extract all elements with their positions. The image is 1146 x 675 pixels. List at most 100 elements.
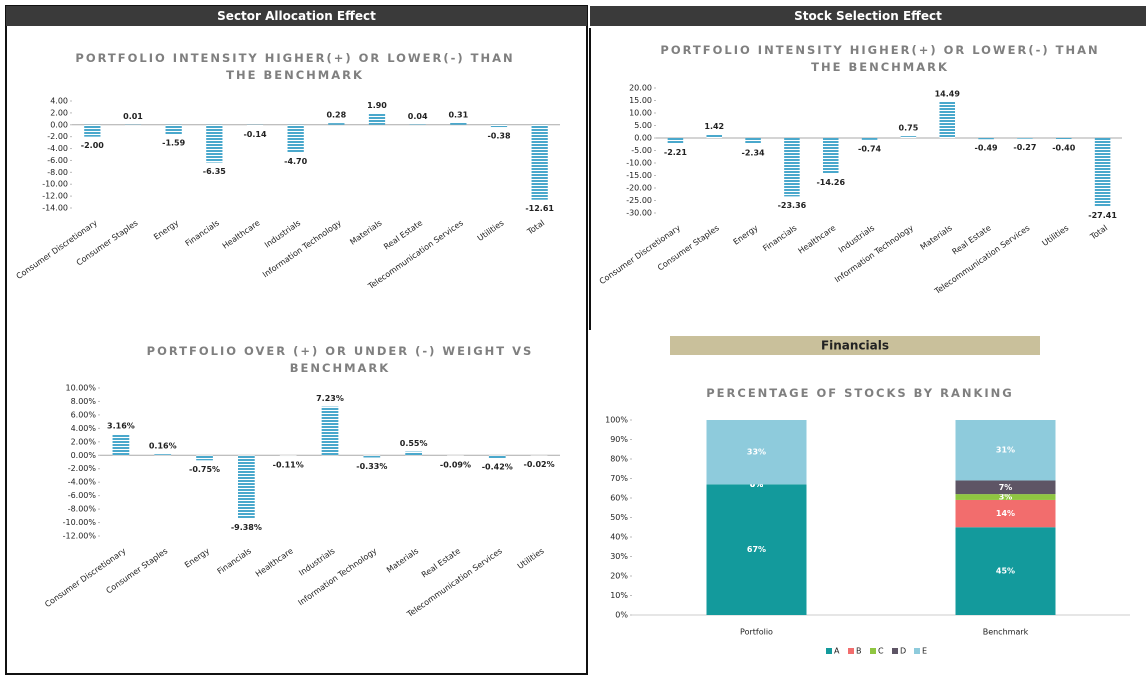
legend-swatch — [870, 648, 876, 654]
data-label: 1.42 — [704, 122, 724, 131]
data-label: -0.33% — [356, 462, 387, 471]
y-tick-label: 60% — [610, 494, 628, 503]
y-tick-label: 70% — [610, 474, 628, 483]
section-title: Financials — [821, 339, 889, 353]
bar-segment — [706, 484, 807, 615]
bar-segment — [955, 480, 1056, 495]
x-tick-label: Utilities — [476, 218, 506, 243]
data-label: 7.23% — [316, 394, 344, 403]
data-label: 0.31 — [448, 110, 468, 119]
bar — [939, 101, 956, 138]
bar — [1094, 138, 1111, 207]
y-tick-label: -12.00 — [42, 192, 68, 201]
data-label: -4.70 — [284, 157, 307, 166]
bar — [745, 138, 761, 144]
x-tick-label: Healthcare — [221, 218, 262, 250]
x-tick-label: Utilities — [516, 546, 546, 571]
legend-swatch — [914, 648, 920, 654]
x-tick-label: Energy — [183, 546, 211, 570]
legend-swatch — [892, 648, 898, 654]
y-tick-label: 10.00 — [629, 109, 652, 118]
y-tick-label: -15.00 — [626, 171, 652, 180]
bar — [363, 455, 381, 458]
bar — [667, 138, 684, 144]
y-tick-label: -12.00% — [63, 532, 97, 541]
right-header: Stock Selection Effect — [590, 6, 1146, 26]
y-tick-label: 8.00% — [71, 397, 97, 406]
bar-segment — [706, 420, 807, 485]
chart-title: PORTFOLIO INTENSITY HIGHER(+) OR LOWER(-… — [660, 43, 1100, 74]
data-label: -27.41 — [1088, 211, 1117, 220]
y-tick-label: 0.00 — [634, 134, 652, 143]
y-tick-label: -10.00% — [63, 518, 97, 527]
x-tick-label: Industrials — [263, 218, 302, 249]
bar — [706, 134, 723, 138]
legend-swatch — [826, 648, 832, 654]
bar-segment — [955, 494, 1056, 500]
x-tick-label: Healthcare — [796, 223, 837, 255]
y-tick-label: -6.00 — [47, 156, 68, 165]
data-label: 45% — [996, 567, 1015, 576]
bar — [488, 455, 506, 459]
y-tick-label: 4.00 — [50, 97, 68, 106]
bar — [165, 124, 182, 135]
bar — [246, 124, 264, 126]
x-tick-label: Energy — [732, 223, 760, 247]
bar — [368, 113, 386, 125]
bar — [238, 455, 255, 519]
x-tick-label: Total — [1088, 223, 1109, 242]
bar-segment — [955, 420, 1056, 481]
data-label: -0.11% — [273, 461, 304, 470]
bar — [530, 455, 548, 456]
bar — [206, 124, 223, 163]
x-tick-label: Total — [525, 218, 546, 237]
data-label: -0.14 — [243, 130, 266, 139]
y-tick-label: 20% — [610, 572, 628, 581]
bar — [784, 138, 800, 197]
bar — [112, 434, 130, 456]
y-tick-label: -30.00 — [626, 209, 652, 218]
y-tick-label: -4.00 — [47, 144, 68, 153]
chart-title: PORTFOLIO INTENSITY HIGHER(+) OR LOWER(-… — [75, 51, 515, 82]
legend-label: B — [856, 647, 862, 656]
data-label: -2.21 — [664, 148, 687, 157]
x-tick-label: Materials — [919, 223, 954, 251]
data-label: 33% — [747, 448, 766, 457]
bar — [450, 122, 467, 125]
bar — [279, 455, 297, 457]
y-tick-label: -6.00% — [68, 491, 97, 500]
legend-label: E — [922, 647, 927, 656]
y-tick-label: 15.00 — [629, 96, 652, 105]
bar — [409, 124, 426, 126]
data-label: 0.75 — [899, 124, 919, 133]
y-tick-label: 4.00% — [71, 424, 97, 433]
x-tick-label: Industrials — [297, 546, 336, 577]
data-label: 0.01 — [123, 112, 143, 121]
bar-segment — [955, 527, 1056, 615]
y-tick-label: 6.00% — [71, 410, 97, 419]
bar — [328, 123, 345, 125]
x-tick-label: Materials — [385, 546, 420, 574]
data-label: -6.35 — [203, 167, 226, 176]
x-tick-label: Information Technology — [261, 218, 343, 279]
x-tick-label: Utilities — [1041, 223, 1071, 248]
data-label: -2.00 — [81, 141, 104, 150]
bar — [84, 124, 101, 137]
x-tick-label: Energy — [152, 218, 180, 242]
legend-label: A — [834, 647, 840, 656]
data-label: -2.34 — [742, 148, 765, 157]
left-header: Sector Allocation Effect — [6, 6, 587, 26]
data-label: 14.49 — [935, 89, 961, 98]
y-tick-label: 2.00% — [71, 437, 97, 446]
x-tick-label: Financials — [216, 546, 253, 576]
y-tick-label: 0% — [615, 611, 628, 620]
data-label: 14% — [996, 509, 1015, 518]
data-label: -0.74 — [858, 144, 881, 153]
data-label: -23.36 — [778, 201, 807, 210]
bar — [287, 124, 304, 153]
x-tick-label: Portfolio — [740, 628, 773, 637]
x-tick-label: Consumer Discretionary — [15, 218, 99, 281]
bar — [978, 138, 994, 140]
y-tick-label: 90% — [610, 435, 628, 444]
